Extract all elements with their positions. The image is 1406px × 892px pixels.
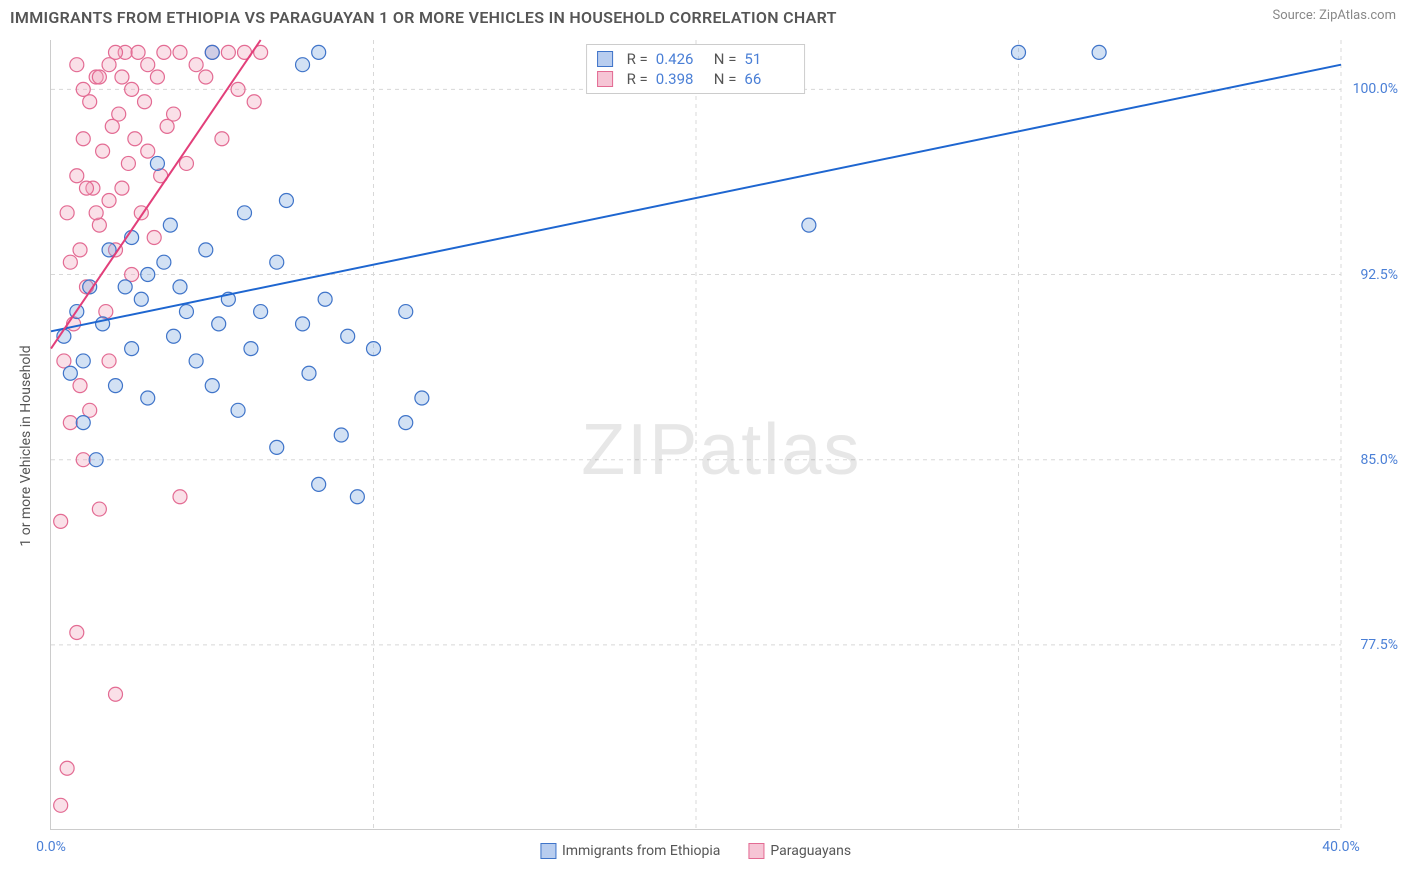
legend-swatch xyxy=(748,843,764,859)
legend-item: Immigrants from Ethiopia xyxy=(540,843,720,859)
stat-n-value: 51 xyxy=(744,50,794,68)
stat-legend-row: R = 0.398 N = 66 xyxy=(597,69,795,89)
y-tick-label: 85.0% xyxy=(1360,452,1398,468)
legend-swatch xyxy=(597,71,613,87)
chart-header: IMMIGRANTS FROM ETHIOPIA VS PARAGUAYAN 1… xyxy=(10,8,1396,27)
stat-n-label: N = xyxy=(714,70,737,88)
stat-legend-row: R = 0.426 N = 51 xyxy=(597,49,795,69)
scatter-plot: ZIPatlas R =0.426N =51R =0.398N =66 Immi… xyxy=(50,40,1340,830)
correlation-legend: R = 0.426 N = 51 R = 0.398 N = 66 xyxy=(586,44,806,94)
y-tick-label: 92.5% xyxy=(1360,267,1398,283)
legend-label: Paraguayans xyxy=(770,843,851,859)
stat-r-label: R = xyxy=(627,70,648,88)
legend-swatch xyxy=(540,843,556,859)
y-axis-label: 1 or more Vehicles in Household xyxy=(18,345,34,546)
legend-swatch xyxy=(597,51,613,67)
legend-item: Paraguayans xyxy=(748,843,851,859)
stat-n-value: 66 xyxy=(744,70,794,88)
x-tick-label: 40.0% xyxy=(1322,839,1360,855)
stat-n-label: N = xyxy=(714,50,737,68)
legend-label: Immigrants from Ethiopia xyxy=(562,843,720,859)
x-tick-label: 0.0% xyxy=(36,839,66,855)
chart-title: IMMIGRANTS FROM ETHIOPIA VS PARAGUAYAN 1… xyxy=(10,8,837,27)
stat-r-label: R = xyxy=(627,50,648,68)
stat-r-value: 0.426 xyxy=(656,50,706,68)
series-legend: Immigrants from Ethiopia Paraguayans xyxy=(540,843,851,859)
plot-svg xyxy=(51,40,1340,829)
y-tick-label: 100.0% xyxy=(1353,81,1398,97)
source-attribution: Source: ZipAtlas.com xyxy=(1272,8,1396,23)
stat-r-value: 0.398 xyxy=(656,70,706,88)
y-tick-label: 77.5% xyxy=(1360,637,1398,653)
